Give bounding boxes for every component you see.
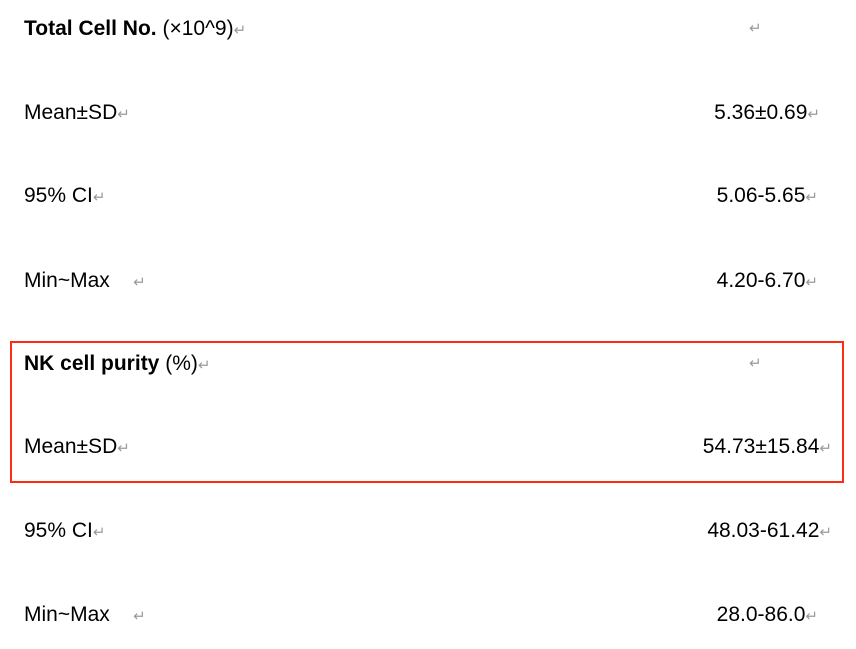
row-label: Min~Max: [24, 603, 110, 626]
paragraph-mark-icon: ↵: [117, 440, 130, 457]
section-title: NK cell purity: [24, 352, 160, 375]
row-label: 95% CI: [24, 519, 93, 542]
section-unit: (×10^9): [156, 17, 234, 40]
paragraph-mark-icon: ↵: [805, 189, 818, 206]
paragraph-mark-icon: ↵: [819, 524, 832, 541]
paragraph-mark-icon: ↵: [133, 608, 146, 625]
row-label: 95% CI: [24, 184, 93, 207]
table-row: 95% CI↵ 5.06-5.65↵: [0, 181, 856, 211]
row-label: Mean±SD: [24, 435, 118, 458]
paragraph-mark-icon: ↵: [749, 355, 762, 372]
row-value: 54.73±15.84: [702, 435, 820, 458]
paragraph-mark-icon: ↵: [749, 20, 762, 37]
row-label: Min~Max: [24, 269, 110, 292]
section-header-total-cell: Total Cell No. (×10^9)↵ ↵: [0, 14, 856, 44]
row-value: 5.06-5.65: [716, 184, 806, 207]
row-value: 48.03-61.42: [707, 519, 820, 542]
table-row: Mean±SD↵ 54.73±15.84↵: [0, 432, 856, 462]
row-label: Mean±SD: [24, 101, 118, 124]
paragraph-mark-icon: ↵: [807, 106, 820, 123]
paragraph-mark-icon: ↵: [233, 22, 247, 39]
section-header-nk-purity: NK cell purity (%)↵ ↵: [0, 349, 856, 379]
table-row: Min~Max ↵ 4.20-6.70↵: [0, 266, 856, 296]
paragraph-mark-icon: ↵: [92, 189, 106, 206]
paragraph-mark-icon: ↵: [117, 106, 130, 123]
paragraph-mark-icon: ↵: [805, 274, 818, 291]
paragraph-mark-icon: ↵: [197, 357, 211, 374]
section-unit: (%): [159, 352, 198, 375]
section-title: Total Cell No.: [24, 17, 157, 40]
paragraph-mark-icon: ↵: [805, 608, 818, 625]
row-value: 5.36±0.69: [714, 101, 808, 124]
highlight-box: [10, 341, 844, 483]
table-row: Mean±SD↵ 5.36±0.69↵: [0, 98, 856, 128]
paragraph-mark-icon: ↵: [92, 524, 106, 541]
row-value: 4.20-6.70: [716, 269, 806, 292]
table-row: Min~Max ↵ 28.0-86.0↵: [0, 600, 856, 630]
paragraph-mark-icon: ↵: [133, 274, 146, 291]
row-value: 28.0-86.0: [716, 603, 806, 626]
table-row: 95% CI↵ 48.03-61.42↵: [0, 516, 856, 546]
paragraph-mark-icon: ↵: [819, 440, 832, 457]
